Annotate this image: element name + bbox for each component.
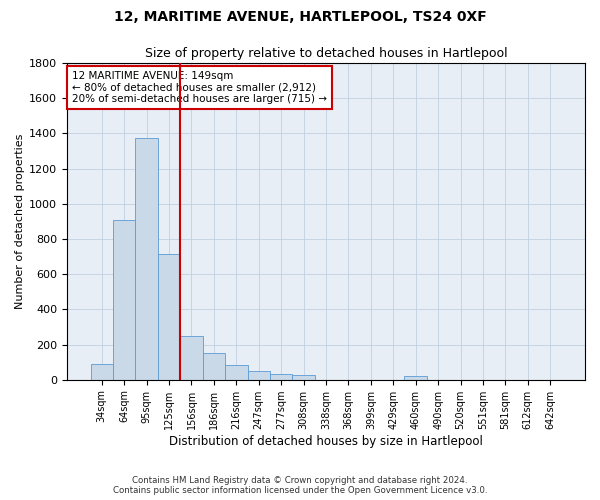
Bar	[180, 336, 203, 380]
Bar	[203, 354, 225, 380]
X-axis label: Distribution of detached houses by size in Hartlepool: Distribution of detached houses by size …	[169, 434, 483, 448]
Text: Contains HM Land Registry data © Crown copyright and database right 2024.
Contai: Contains HM Land Registry data © Crown c…	[113, 476, 487, 495]
Bar	[225, 365, 248, 380]
Bar	[404, 376, 427, 380]
Title: Size of property relative to detached houses in Hartlepool: Size of property relative to detached ho…	[145, 48, 508, 60]
Bar	[136, 138, 158, 380]
Bar	[248, 371, 270, 380]
Bar	[158, 254, 180, 380]
Text: 12, MARITIME AVENUE, HARTLEPOOL, TS24 0XF: 12, MARITIME AVENUE, HARTLEPOOL, TS24 0X…	[113, 10, 487, 24]
Bar	[292, 375, 315, 380]
Y-axis label: Number of detached properties: Number of detached properties	[15, 134, 25, 309]
Bar	[270, 374, 292, 380]
Bar	[113, 220, 136, 380]
Bar	[91, 364, 113, 380]
Text: 12 MARITIME AVENUE: 149sqm
← 80% of detached houses are smaller (2,912)
20% of s: 12 MARITIME AVENUE: 149sqm ← 80% of deta…	[72, 71, 327, 104]
